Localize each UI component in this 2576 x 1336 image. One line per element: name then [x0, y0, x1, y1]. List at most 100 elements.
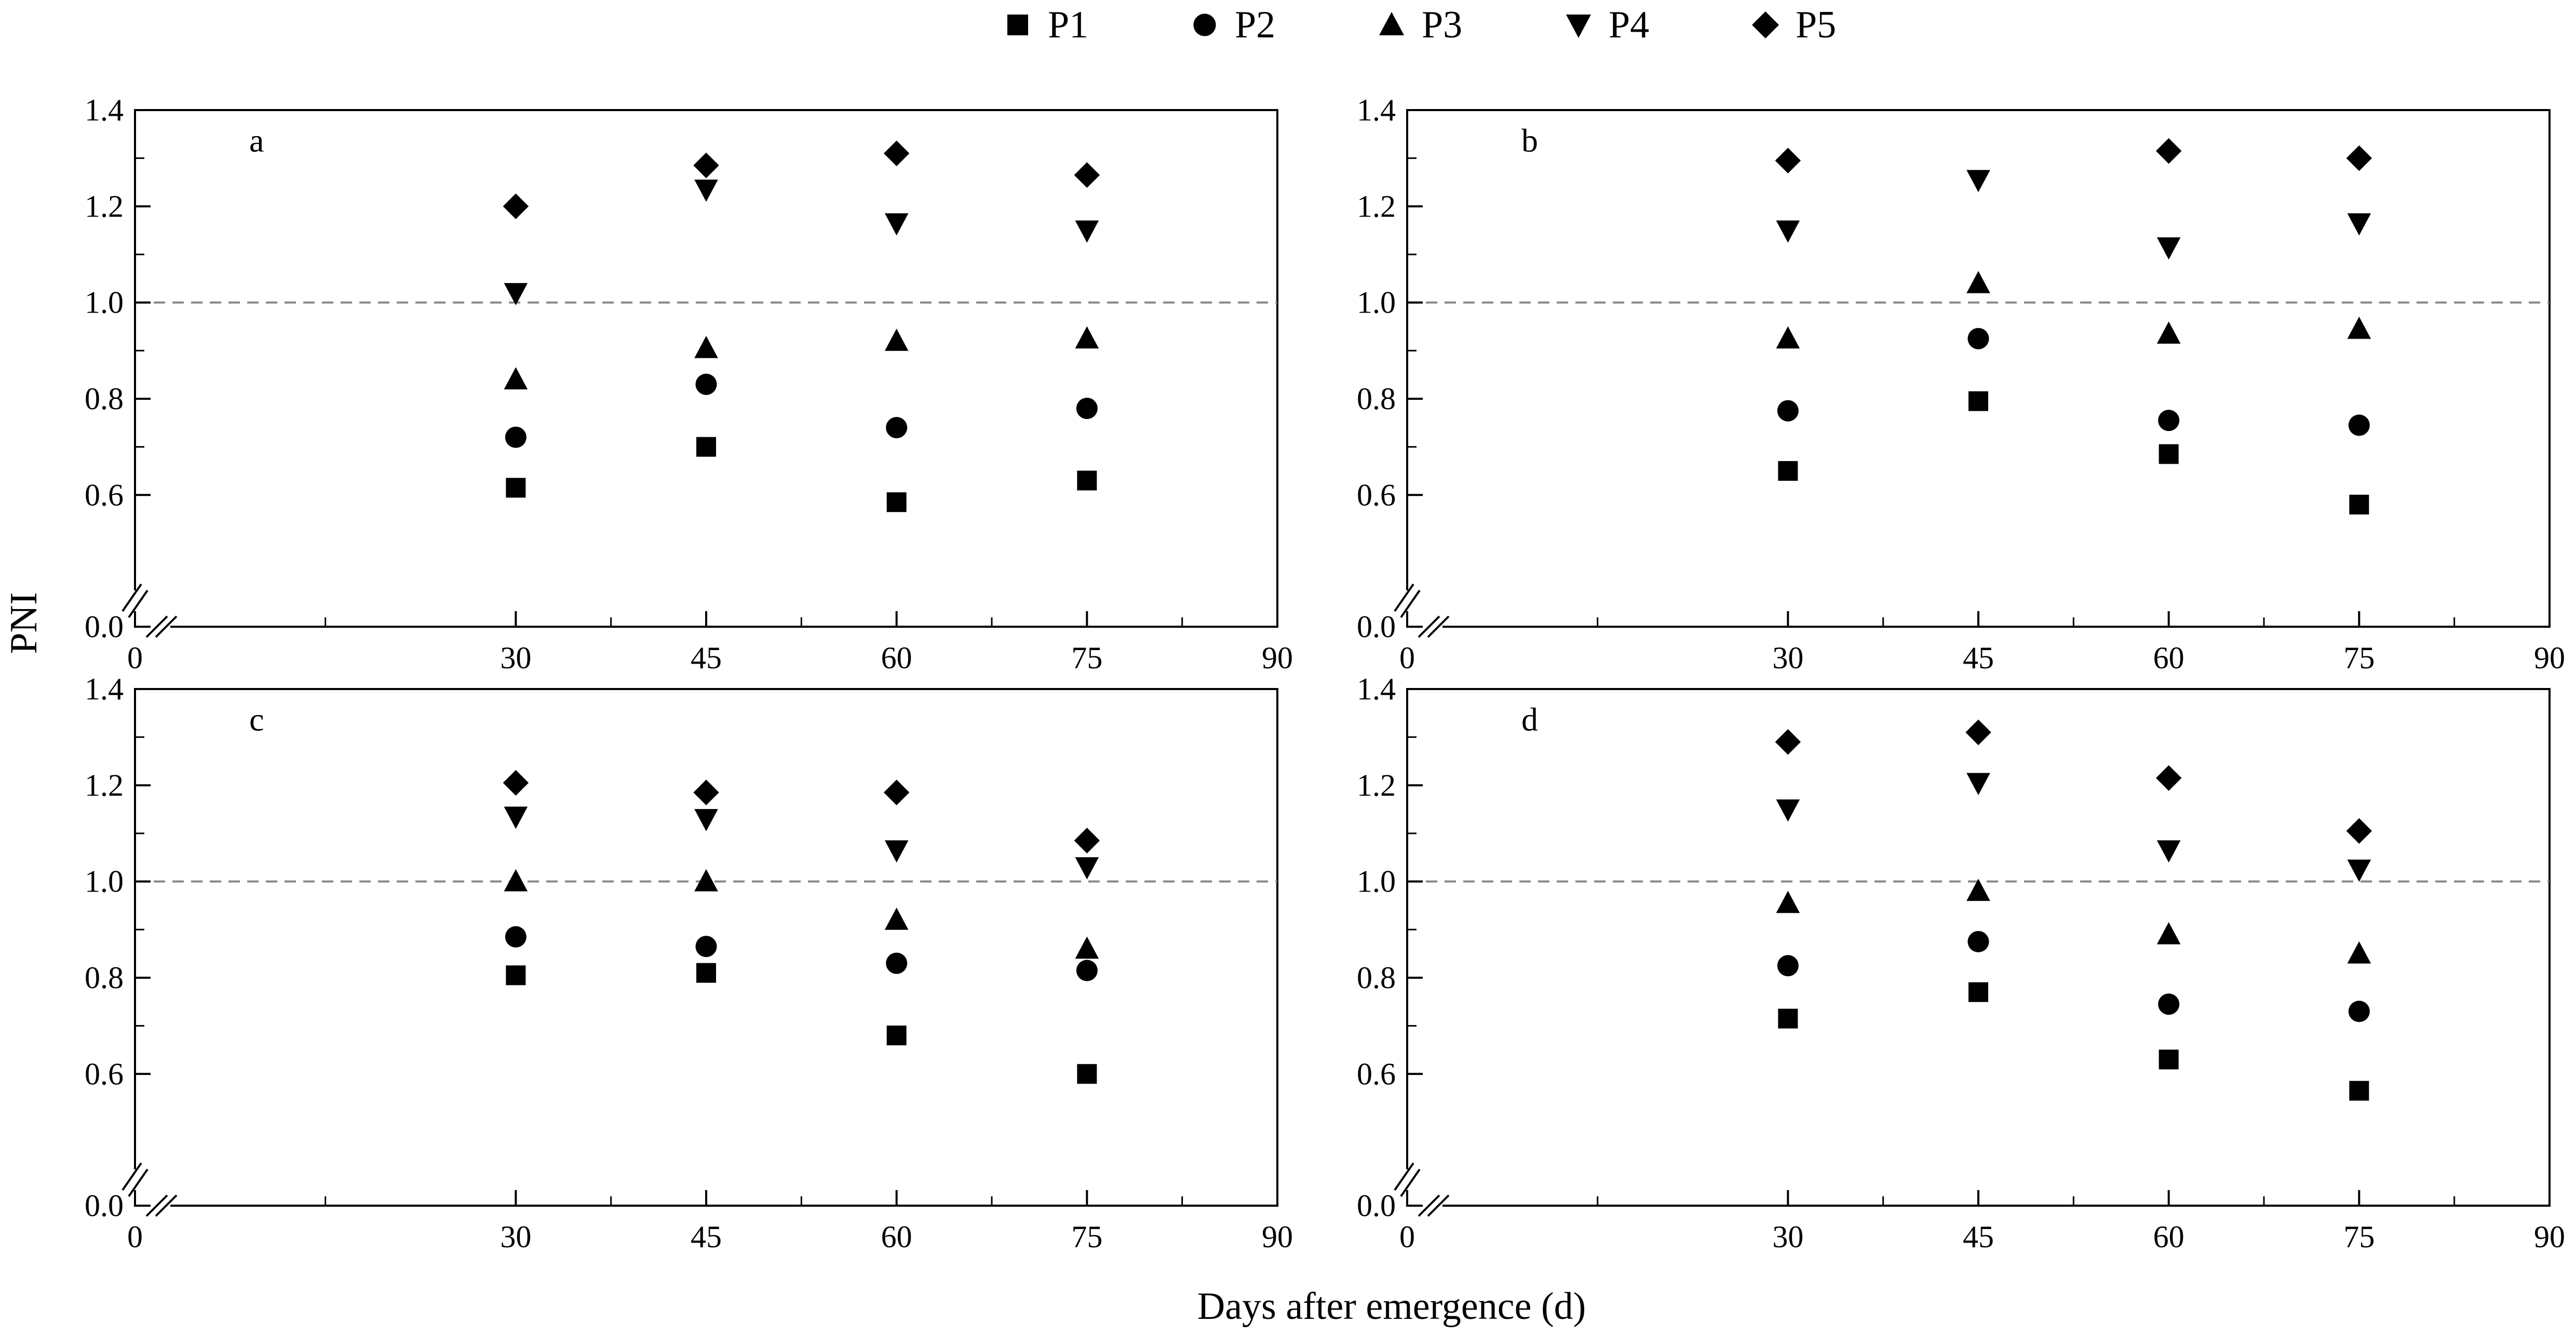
point-p4	[2156, 840, 2181, 863]
point-p2	[2348, 414, 2370, 436]
point-p5	[2155, 765, 2182, 791]
legend-marker-p3	[1379, 12, 1404, 35]
point-p1	[1778, 461, 1798, 481]
point-p1	[886, 1025, 907, 1046]
point-p2	[1777, 400, 1799, 422]
x-tick-label: 60	[2153, 641, 2184, 675]
y-tick-label: 1.4	[1357, 93, 1396, 127]
point-p3	[2156, 321, 2181, 344]
point-p5	[883, 779, 910, 805]
point-p1	[2349, 494, 2369, 515]
point-p2	[1076, 960, 1098, 981]
point-p2	[886, 952, 908, 974]
point-p5	[693, 779, 719, 805]
legend-label-p1: P1	[1048, 4, 1088, 46]
x-tick-label: 90	[1262, 1220, 1293, 1254]
point-p4	[504, 806, 528, 829]
y-tick-label: 0.6	[1357, 1057, 1396, 1091]
y-tick-label: 0.6	[85, 478, 124, 512]
y-tick-label: 1.4	[1357, 672, 1396, 706]
panels: 0.00.60.81.01.21.40 30 45 60 75 90a0.00.60.81…	[85, 93, 2565, 1254]
point-p5	[1775, 729, 1801, 755]
panel-b: 0.0 0.6 0.8 1.0 1.2 1.4 0 30 45 60 75 90 b	[1357, 93, 2565, 675]
point-p1	[2159, 1049, 2179, 1070]
point-p4	[884, 840, 909, 863]
point-p1	[1077, 1064, 1097, 1084]
point-p4	[694, 809, 718, 831]
y-tick-label: 1.0	[85, 286, 124, 320]
legend-marker-p4	[1566, 15, 1591, 38]
axis-break-mark	[122, 1162, 178, 1217]
point-p1	[1778, 1008, 1798, 1029]
x-tick-label: 75	[2343, 641, 2375, 675]
point-p4	[2347, 859, 2371, 882]
x-tick-label: 75	[2343, 1220, 2375, 1254]
y-tick-label: 1.4	[85, 672, 124, 706]
point-p4	[1075, 857, 1099, 880]
point-p2	[505, 426, 527, 448]
point-p5	[1965, 719, 1991, 746]
point-p3	[2347, 316, 2371, 339]
legend-marker-p1	[1007, 15, 1028, 35]
x-tick-label: 30	[500, 1220, 531, 1254]
x-tick-label: 45	[691, 1220, 722, 1254]
point-p2	[1967, 328, 1989, 349]
point-p3	[1776, 890, 1800, 913]
point-p2	[1777, 955, 1799, 977]
point-p3	[1966, 271, 1990, 293]
legend-label-p5: P5	[1796, 4, 1836, 46]
point-p1	[1968, 391, 1988, 411]
y-tick-label: 1.0	[85, 865, 124, 899]
point-p1	[1968, 982, 1988, 1002]
point-p1	[2159, 444, 2179, 464]
point-p1	[2349, 1081, 2369, 1101]
point-p2	[695, 373, 717, 395]
point-p1	[506, 478, 526, 498]
point-p4	[504, 283, 528, 305]
y-tick-label: 0.0	[85, 610, 124, 644]
y-tick-label: 0.8	[1357, 382, 1396, 416]
point-p5	[1074, 828, 1100, 854]
x-tick-label: 0	[127, 641, 143, 675]
point-p4	[1075, 220, 1099, 243]
y-axis-title: PNI	[3, 592, 45, 654]
y-tick-label: 1.2	[1357, 189, 1396, 223]
axis-break-mark	[122, 583, 178, 638]
point-p4	[694, 179, 718, 202]
legend-label-p2: P2	[1235, 4, 1275, 46]
point-p5	[693, 152, 719, 179]
x-tick-label: 75	[1071, 1220, 1102, 1254]
y-tick-label: 0.8	[1357, 961, 1396, 995]
point-p4	[1776, 220, 1800, 243]
x-tick-label: 60	[881, 641, 912, 675]
x-tick-label: 30	[1772, 641, 1803, 675]
point-p5	[1074, 162, 1100, 188]
point-p3	[884, 329, 909, 351]
y-tick-label: 0.8	[85, 382, 124, 416]
y-tick-label: 1.2	[85, 189, 124, 223]
point-p5	[1775, 147, 1801, 173]
x-tick-label: 0	[1399, 641, 1415, 675]
x-tick-label: 30	[1772, 1220, 1803, 1254]
y-tick-label: 1.2	[85, 768, 124, 802]
point-p5	[503, 193, 529, 220]
point-p3	[1075, 936, 1099, 959]
legend-marker-p5	[1752, 11, 1779, 38]
point-p5	[2346, 145, 2372, 171]
x-tick-label: 90	[2534, 1220, 2565, 1254]
y-tick-label: 1.0	[1357, 865, 1396, 899]
point-p1	[506, 965, 526, 986]
panel-label: b	[1521, 122, 1538, 159]
x-axis-title: Days after emergence (d)	[1197, 1285, 1586, 1328]
point-p3	[1776, 326, 1800, 349]
axis-break-mark	[1394, 1162, 1450, 1217]
point-p4	[884, 213, 909, 236]
point-p3	[2347, 941, 2371, 964]
panel-d: 0.0 0.6 0.8 1.0 1.2 1.4 0 30 45 60 75 90 d	[1357, 672, 2565, 1254]
y-tick-label: 0.0	[1357, 610, 1396, 644]
point-p2	[1076, 397, 1098, 420]
x-tick-label: 0	[127, 1220, 143, 1254]
y-tick-label: 0.0	[85, 1189, 124, 1223]
point-p1	[696, 437, 716, 457]
